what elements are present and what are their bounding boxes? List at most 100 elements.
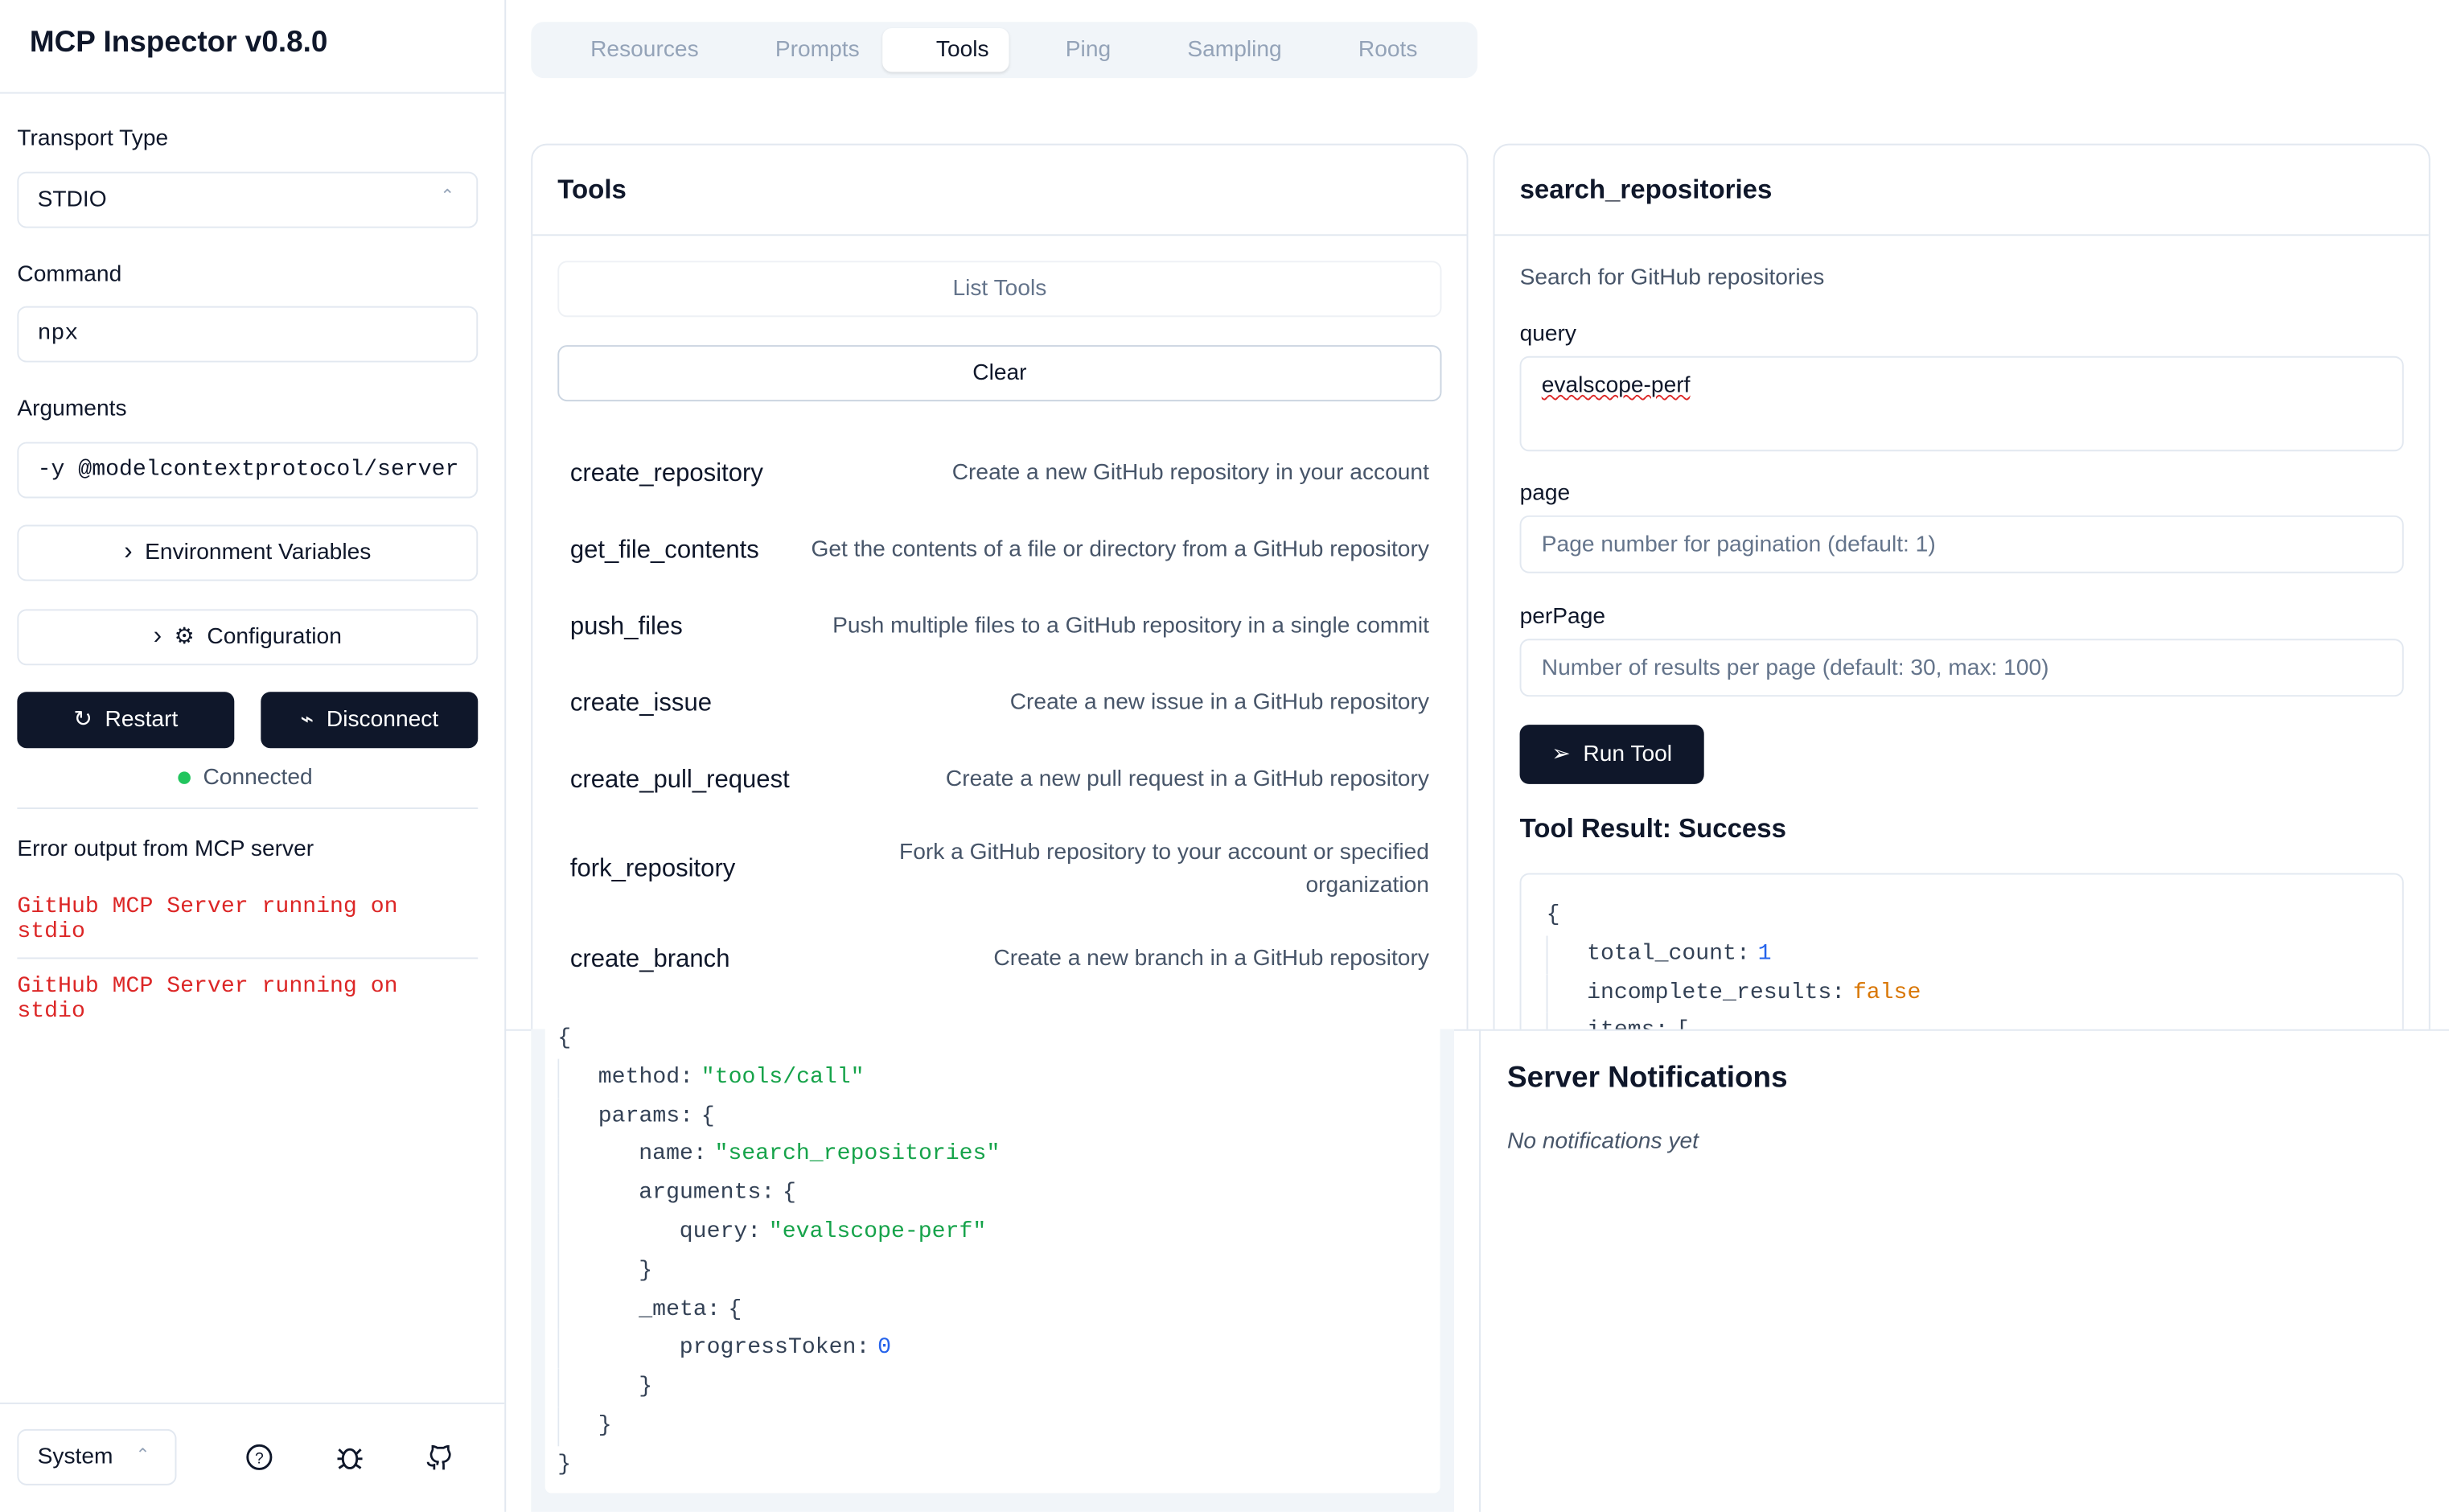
code-brace: }: [557, 1452, 572, 1477]
arguments-input[interactable]: -y @modelcontextprotocol/server: [17, 442, 479, 499]
code-key: query:: [679, 1219, 762, 1245]
code-value: {: [701, 1103, 715, 1129]
help-icon[interactable]: ?: [245, 1443, 273, 1471]
empty-text: No notifications yet: [1507, 1129, 1699, 1155]
tool-description: Create a new branch in a GitHub reposito…: [993, 946, 1429, 972]
code-value: "tools/call": [701, 1065, 865, 1091]
button-text: Restart: [105, 707, 179, 733]
bug-icon[interactable]: [336, 1443, 364, 1471]
tool-name: push_files: [569, 613, 683, 640]
tab[interactable]: Ping: [1065, 37, 1112, 63]
list-tools-button[interactable]: List Tools: [557, 261, 1442, 318]
result-title: Tool Result: Success: [1519, 813, 1787, 844]
divider: [0, 1402, 505, 1404]
code-value: "search_repositories": [714, 1142, 1001, 1168]
tab[interactable]: Prompts: [775, 37, 860, 63]
tool-description: Search for GitHub repositories: [1519, 265, 1825, 291]
code-value: 0: [877, 1336, 891, 1362]
placeholder: Page number for pagination (default: 1): [1541, 532, 1936, 558]
field-label: perPage: [1519, 604, 1606, 630]
clear-button[interactable]: Clear: [557, 345, 1442, 402]
tool-detail-panel: search_repositories Search for GitHub re…: [1493, 143, 2431, 1029]
tab[interactable]: Sampling: [1187, 37, 1282, 63]
field-input[interactable]: Number of results per page (default: 30,…: [1519, 639, 2404, 697]
request-json: { method: "tools/call" params: {name: "search…: [544, 1020, 1440, 1494]
tool-row[interactable]: create_repository Create a new GitHub rep…: [570, 436, 1429, 512]
code-line: name: "search_repositories": [557, 1136, 1428, 1175]
tool-name: create_issue: [569, 689, 713, 717]
transport-select[interactable]: STDIO ⌃: [17, 171, 479, 228]
tab[interactable]: Roots: [1358, 37, 1418, 63]
code-value: [: [1676, 1019, 1690, 1029]
code-line: total_count: 1: [1547, 935, 2377, 974]
panel-title: Server Notifications: [1507, 1062, 1788, 1095]
tool-name: fork_repository: [569, 856, 736, 883]
panel-title: Tools: [557, 175, 627, 205]
code-value: {: [728, 1296, 742, 1323]
result-box: { total_count:1 incomplete_results:false it…: [1519, 873, 2404, 1029]
tool-row[interactable]: create_issue Create a new issue in a GitH…: [570, 665, 1429, 742]
history-panel: { method: "tools/call" params: {name: "search…: [531, 1020, 1455, 1512]
error-title: Error output from MCP server: [17, 836, 314, 862]
input-value: npx: [37, 322, 79, 347]
app-title: MCP Inspector v0.8.0: [29, 27, 328, 60]
field-input[interactable]: evalscope-perf: [1519, 355, 2404, 452]
code-line: query: "evalscope-perf": [557, 1214, 1428, 1252]
sidebar: MCP Inspector v0.8.0 Transport Type STDI…: [0, 0, 507, 1512]
config-button[interactable]: › ⚙ Configuration: [17, 609, 479, 666]
tab[interactable]: Tools: [882, 27, 1009, 72]
code-brace: }: [639, 1374, 653, 1400]
code-key: arguments:: [639, 1181, 775, 1206]
code-key: total_count:: [1587, 941, 1750, 967]
code-key: items:: [1587, 1019, 1668, 1029]
tool-name: create_repository: [569, 459, 763, 487]
code-line: {: [557, 1020, 1428, 1058]
tool-row[interactable]: fork_repository Fork a GitHub repository …: [570, 819, 1429, 922]
theme-select[interactable]: System ⌃: [17, 1428, 177, 1485]
button-text: Environment Variables: [145, 540, 372, 566]
label: Arguments: [17, 396, 127, 422]
status-text: Connected: [203, 765, 313, 791]
tab-bar: Resources Prompts Tools Ping Sampling Roots: [531, 22, 1478, 79]
status: Connected: [178, 765, 313, 791]
divider: [17, 807, 479, 809]
code-value: false: [1852, 980, 1921, 1005]
command-input[interactable]: npx: [17, 306, 479, 363]
tool-row[interactable]: get_file_contents Get the contents of a f…: [570, 512, 1429, 589]
code-line: }: [557, 1252, 1428, 1291]
svg-text:?: ?: [255, 1450, 264, 1468]
run-tool-button[interactable]: ➢ Run Tool: [1519, 725, 1704, 784]
disconnect-button[interactable]: ⌁ Disconnect: [261, 692, 479, 749]
divider: [1494, 234, 2429, 236]
code-key: incomplete_results:: [1587, 980, 1846, 1005]
code-brace: {: [1546, 902, 1560, 928]
placeholder: Number of results per page (default: 30,…: [1541, 655, 2049, 681]
tool-row[interactable]: create_branch Create a new branch in a Gi…: [570, 922, 1429, 998]
field-label: page: [1519, 481, 1571, 507]
button-text: Clear: [972, 360, 1027, 386]
code-key: progressToken:: [679, 1336, 870, 1362]
tool-name: create_branch: [569, 945, 730, 972]
code-brace: }: [639, 1258, 653, 1284]
github-icon[interactable]: [425, 1443, 453, 1471]
restart-button[interactable]: ↻ Restart: [17, 692, 235, 749]
form: query evalscope-perf page Page number for p…: [1519, 322, 2404, 728]
code-line: }: [557, 1446, 1428, 1485]
code-brace: }: [598, 1413, 612, 1439]
code-brace: {: [557, 1025, 572, 1051]
tool-row[interactable]: create_pull_request Create a new pull req…: [570, 742, 1429, 818]
select-value: STDIO: [37, 187, 107, 213]
label: Command: [17, 262, 122, 288]
divider: [0, 92, 505, 94]
code-line: params: {: [557, 1097, 1428, 1136]
tab[interactable]: Resources: [590, 37, 699, 63]
tool-description: Push multiple files to a GitHub reposito…: [832, 614, 1429, 639]
tool-row[interactable]: push_files Push multiple files to a GitHu…: [570, 589, 1429, 665]
env-button[interactable]: › Environment Variables: [17, 524, 479, 581]
tool-list: create_repository Create a new GitHub rep…: [570, 436, 1429, 998]
error-line: GitHub MCP Server running on stdio: [17, 894, 398, 945]
error-line: GitHub MCP Server running on stdio: [17, 957, 479, 1037]
field-input[interactable]: Page number for pagination (default: 1): [1519, 515, 2404, 573]
code-line: progressToken: 0: [557, 1329, 1428, 1368]
code-line: method: "tools/call": [557, 1058, 1428, 1097]
